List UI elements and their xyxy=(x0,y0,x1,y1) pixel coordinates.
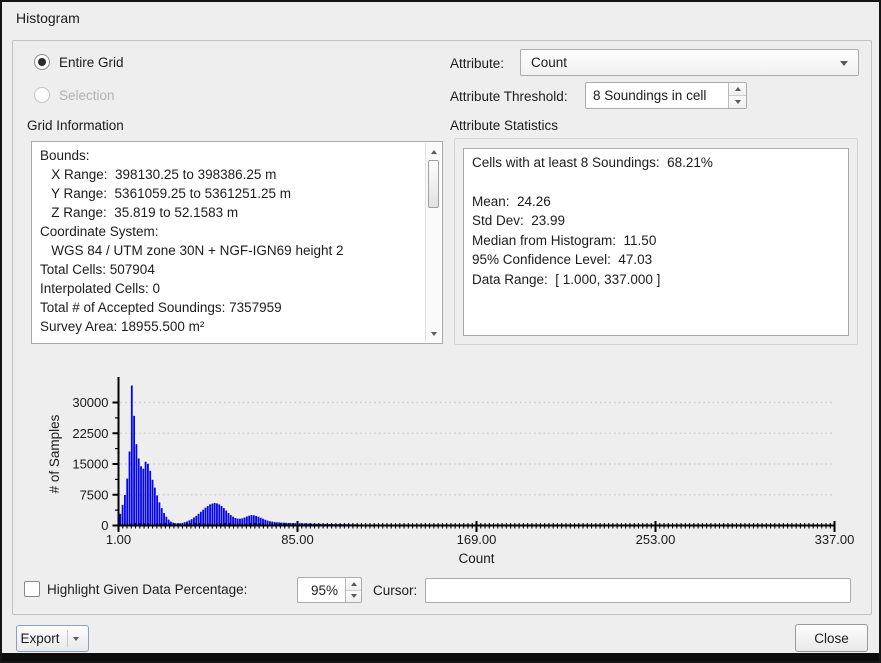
text-line: Z Range: 35.819 to 52.1583 m xyxy=(40,205,239,220)
svg-text:337.00: 337.00 xyxy=(815,532,855,547)
svg-text:22500: 22500 xyxy=(72,426,108,441)
svg-text:# of Samples: # of Samples xyxy=(47,414,62,493)
text-line: Coordinate System: xyxy=(40,224,159,239)
attribute-value: Count xyxy=(531,55,568,70)
spin-down-button[interactable] xyxy=(729,96,746,108)
percentage-value: 95% xyxy=(310,582,338,598)
text-line: X Range: 398130.25 to 398386.25 m xyxy=(40,167,277,182)
attribute-combobox[interactable]: Count xyxy=(520,49,859,76)
text-line: 95% Confidence Level: 47.03 xyxy=(472,252,653,267)
text-line: Data Range: [ 1.000, 337.000 ] xyxy=(472,271,661,287)
vertical-scrollbar[interactable] xyxy=(425,143,441,342)
text-line: Bounds: xyxy=(40,148,90,163)
arrow-up-icon xyxy=(734,87,741,91)
svg-text:30000: 30000 xyxy=(72,395,108,410)
content-frame xyxy=(12,40,872,615)
radio-entire-grid-label: Entire Grid xyxy=(59,54,124,70)
attribute-threshold-label: Attribute Threshold: xyxy=(450,89,568,104)
text-line: Total # of Accepted Soundings: 7357959 xyxy=(40,300,282,315)
text-line: Std Dev: 23.99 xyxy=(472,213,566,228)
text-line: Cells with at least 8 Soundings: 68.21% xyxy=(472,155,713,170)
svg-text:15000: 15000 xyxy=(72,457,108,472)
spin-up-button[interactable] xyxy=(729,83,746,96)
spin-buttons xyxy=(345,578,361,602)
histogram-chart[interactable]: 1.00 85.00 169.00 253.00 337.00 0 7500 15000 225… xyxy=(2,362,879,574)
svg-text:85.00: 85.00 xyxy=(281,532,314,547)
radio-icon xyxy=(34,54,50,70)
text-line: Mean: 24.26 xyxy=(472,193,551,209)
radio-entire-grid[interactable]: Entire Grid xyxy=(34,54,124,70)
svg-text:1.00: 1.00 xyxy=(106,532,131,547)
scroll-down-button[interactable] xyxy=(426,326,441,341)
attribute-label: Attribute: xyxy=(450,56,505,71)
window-bottom-edge xyxy=(2,653,879,661)
spin-down-button[interactable] xyxy=(346,590,361,602)
close-button[interactable]: Close xyxy=(795,624,868,652)
text-line: Y Range: 5361059.25 to 5361251.25 m xyxy=(40,186,291,201)
radio-selection-label: Selection xyxy=(59,87,115,103)
cursor-label: Cursor: xyxy=(373,583,418,598)
text-line: Interpolated Cells: 0 xyxy=(40,281,161,296)
arrow-up-icon xyxy=(430,149,437,154)
chevron-down-icon xyxy=(840,61,848,66)
scroll-up-button[interactable] xyxy=(426,144,441,159)
grid-information-label: Grid Information xyxy=(27,118,124,133)
histogram-plot: 1.00 85.00 169.00 253.00 337.00 0 7500 15000 225… xyxy=(47,377,855,566)
arrow-down-icon xyxy=(430,331,437,336)
button-separator xyxy=(66,630,68,647)
attribute-statistics-panel: Cells with at least 8 Soundings: 68.21% M… xyxy=(454,138,858,345)
cursor-input[interactable] xyxy=(425,578,851,603)
dialog-title: Histogram xyxy=(16,10,80,26)
spin-up-button[interactable] xyxy=(346,578,361,591)
percentage-spinbox[interactable]: 95% xyxy=(297,577,362,603)
arrow-down-icon xyxy=(734,100,741,104)
arrow-up-icon xyxy=(350,581,357,586)
svg-text:Count: Count xyxy=(458,551,494,566)
attribute-statistics-box: Cells with at least 8 Soundings: 68.21% M… xyxy=(463,148,849,336)
highlight-percentage-checkbox[interactable] xyxy=(24,581,40,597)
scrollbar-thumb[interactable] xyxy=(428,160,439,208)
svg-text:0: 0 xyxy=(101,518,108,533)
radio-selection[interactable]: Selection xyxy=(34,87,115,103)
text-line xyxy=(472,173,840,192)
radio-icon xyxy=(34,87,50,103)
text-line: Total Cells: 507904 xyxy=(40,262,155,277)
svg-text:253.00: 253.00 xyxy=(636,532,676,547)
svg-text:169.00: 169.00 xyxy=(457,532,497,547)
text-line: Survey Area: 18955.500 m² xyxy=(40,319,205,334)
chevron-down-icon xyxy=(72,636,79,641)
text-line: WGS 84 / UTM zone 30N + NGF-IGN69 height… xyxy=(40,243,344,258)
attribute-threshold-spinbox[interactable]: 8 Soundings in cell xyxy=(585,82,747,109)
threshold-value: 8 Soundings in cell xyxy=(593,88,707,103)
attribute-statistics-label: Attribute Statistics xyxy=(450,118,559,133)
svg-text:7500: 7500 xyxy=(80,487,109,502)
close-button-label: Close xyxy=(814,630,849,646)
spin-buttons xyxy=(728,83,746,108)
text-line: Median from Histogram: 11.50 xyxy=(472,232,657,248)
highlight-percentage-label: Highlight Given Data Percentage: xyxy=(47,582,248,597)
export-button[interactable]: Export xyxy=(16,625,89,652)
grid-information-box[interactable]: Bounds: X Range: 398130.25 to 398386.25 … xyxy=(31,141,443,344)
export-button-label: Export xyxy=(20,631,60,646)
arrow-down-icon xyxy=(350,594,357,599)
